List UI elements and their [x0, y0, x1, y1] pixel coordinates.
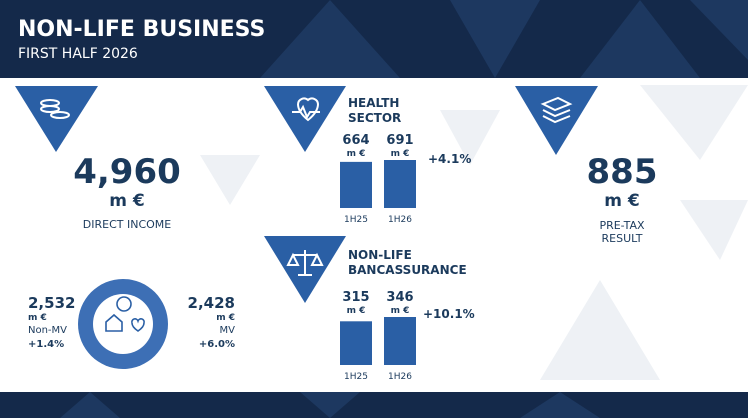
- bar-unit: m €: [391, 306, 410, 316]
- segment-unit: m €: [216, 313, 235, 323]
- background-pattern: [200, 85, 748, 380]
- segment-value: 2,428: [188, 294, 235, 312]
- bar-category: 1H26: [388, 372, 412, 382]
- subtitle: FIRST HALF 2026: [18, 46, 138, 62]
- bar: [340, 321, 372, 365]
- icons: [40, 96, 573, 276]
- segment-right: 2,428 m € MV +6.0%: [188, 294, 236, 350]
- bar-value: 691: [386, 133, 413, 148]
- section-title: SECTOR: [348, 111, 401, 125]
- donut-hole: [93, 294, 153, 354]
- pretax-value: 885: [587, 152, 658, 192]
- bar-unit: m €: [347, 306, 366, 316]
- footer-pattern: [60, 392, 600, 418]
- direct-income-unit: m €: [109, 191, 144, 211]
- direct-income-value: 4,960: [73, 152, 181, 192]
- bar-category: 1H26: [388, 215, 412, 225]
- section-title: HEALTH: [348, 96, 399, 110]
- segment-name: MV: [220, 325, 236, 336]
- section-title: NON-LIFE: [348, 248, 412, 262]
- title: NON-LIFE BUSINESS: [18, 17, 265, 42]
- growth: +10.1%: [423, 307, 475, 321]
- bar-value: 664: [342, 133, 369, 148]
- segment-left: 2,532 m € Non-MV +1.4%: [28, 294, 75, 350]
- bar-category: 1H25: [344, 215, 368, 225]
- header-pattern: [260, 0, 748, 78]
- footer-band: [0, 392, 748, 418]
- bar-value: 315: [342, 290, 369, 305]
- segment-unit: m €: [28, 313, 47, 323]
- bar-unit: m €: [347, 149, 366, 159]
- section-title: BANCASSURANCE: [348, 263, 467, 277]
- segment-growth: +6.0%: [199, 339, 235, 350]
- bar: [340, 161, 372, 208]
- segment-value: 2,532: [28, 294, 75, 312]
- pretax-label: PRE-TAX: [599, 219, 645, 232]
- bar-value: 346: [386, 290, 413, 305]
- growth: +4.1%: [428, 152, 471, 166]
- bar-category: 1H25: [344, 372, 368, 382]
- pretax-label: RESULT: [602, 232, 643, 245]
- segment-growth: +1.4%: [28, 339, 64, 350]
- pretax-unit: m €: [604, 191, 639, 211]
- bar-unit: m €: [391, 149, 410, 159]
- bar: [384, 317, 416, 365]
- segment-name: Non-MV: [28, 325, 67, 336]
- direct-income-label: DIRECT INCOME: [83, 218, 172, 231]
- donut-icons: [105, 296, 145, 332]
- bar: [384, 160, 416, 208]
